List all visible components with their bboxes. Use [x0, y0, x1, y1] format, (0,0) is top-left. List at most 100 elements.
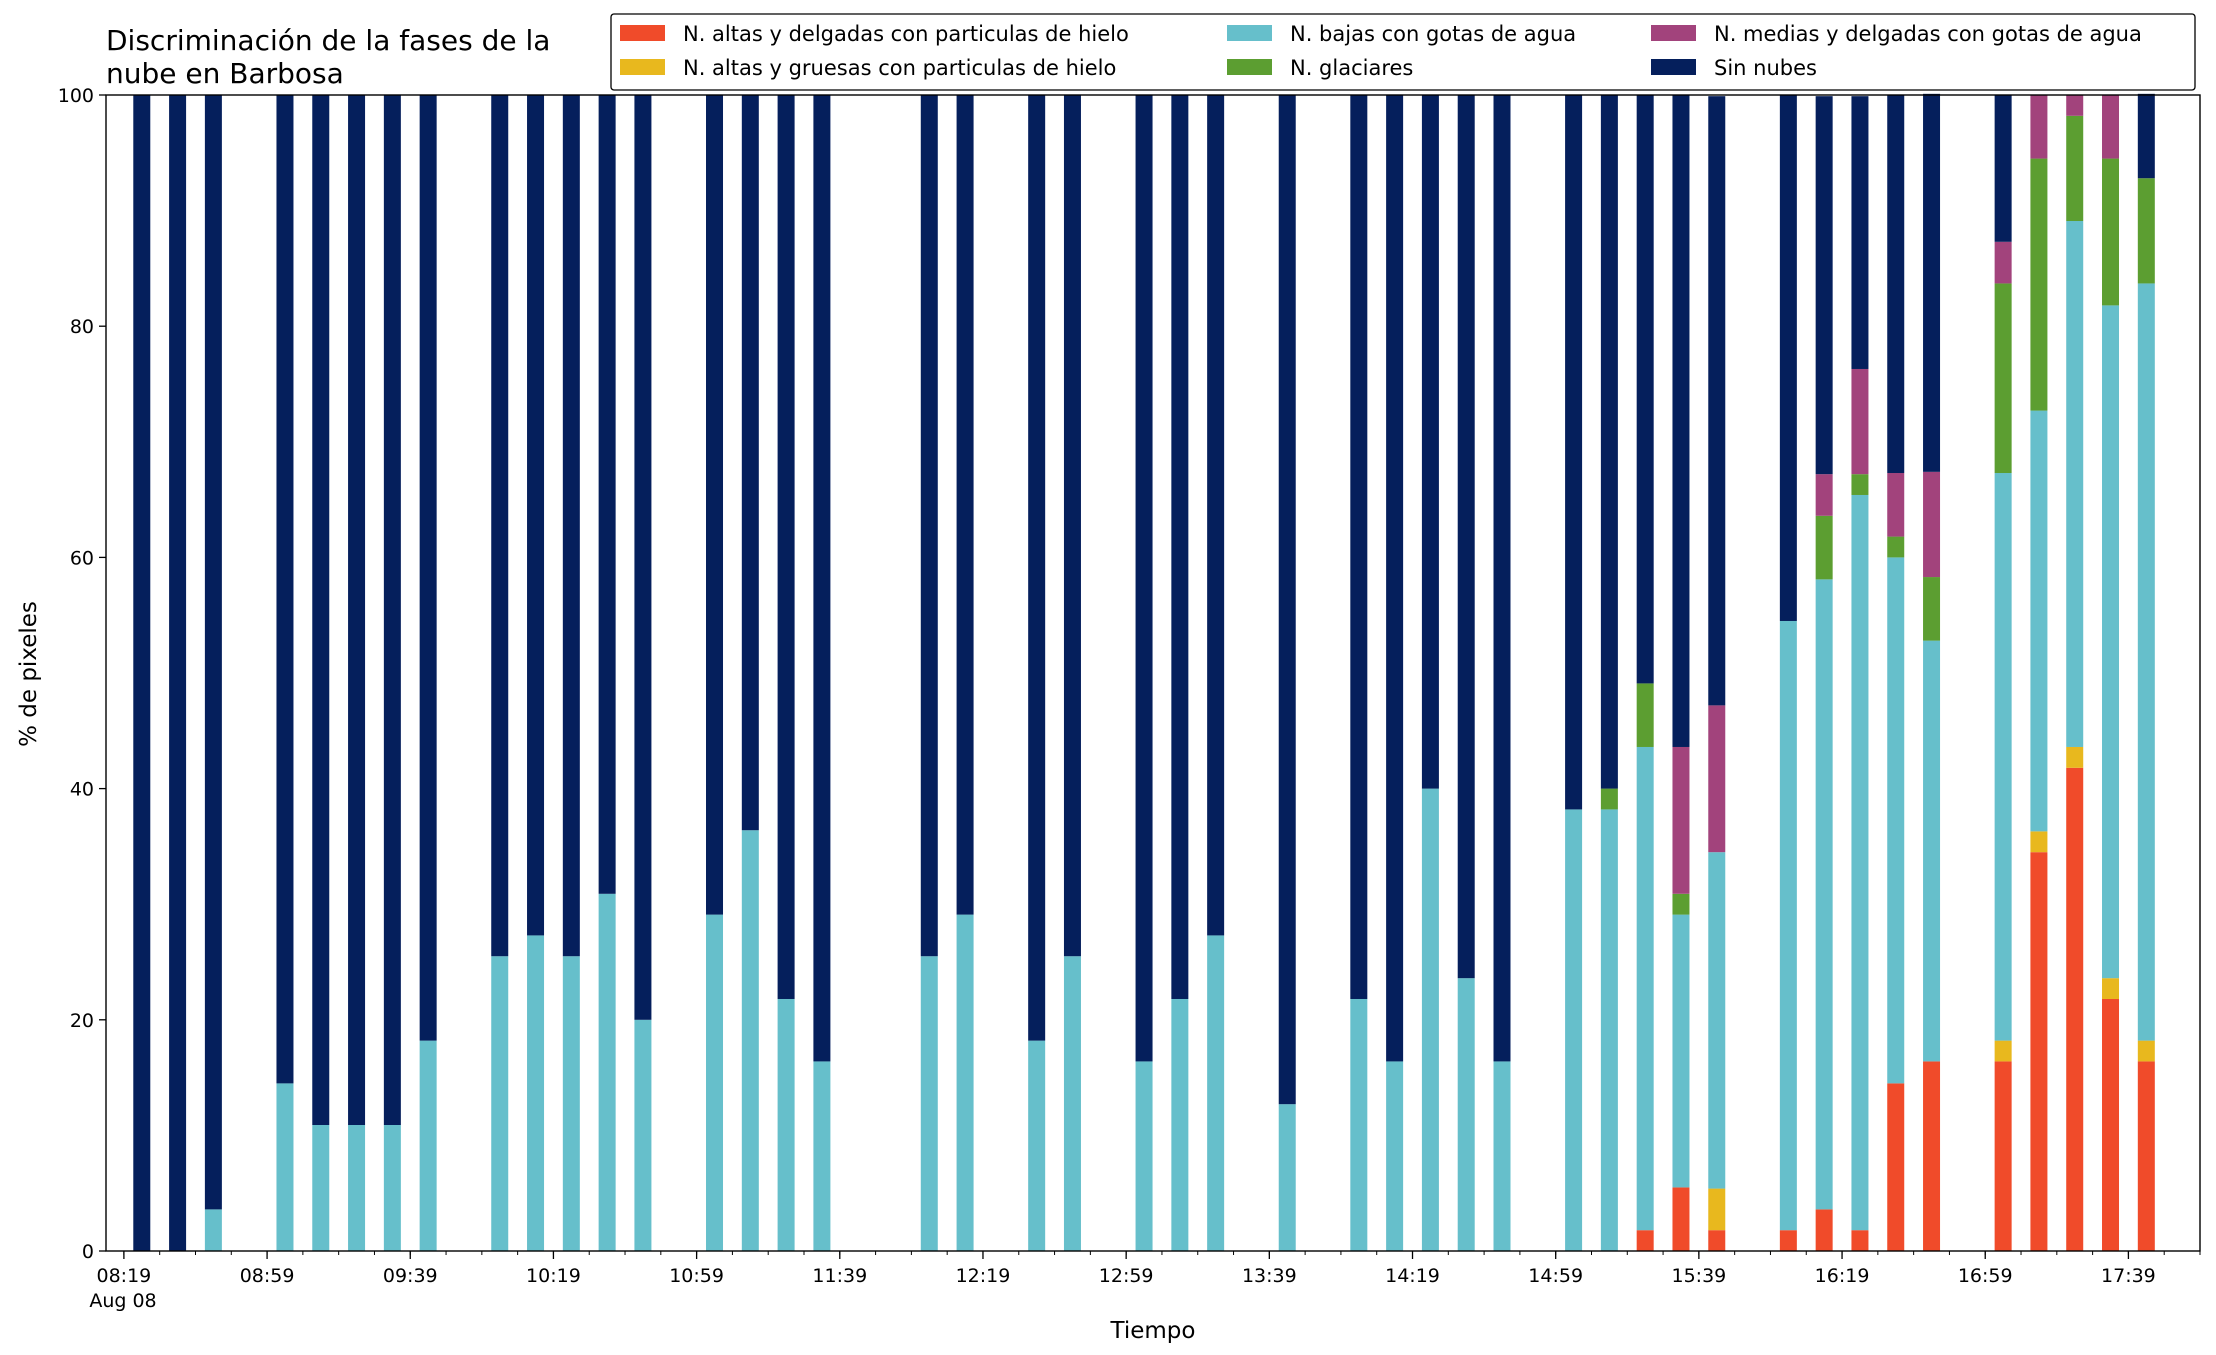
x-tick-label: 14:59: [1528, 1265, 1583, 1287]
bar-segment: [1815, 474, 1833, 516]
chart-title-line-2: nube en Barbosa: [106, 57, 344, 90]
bar-segment: [1815, 579, 1833, 1210]
bar-segment: [1565, 809, 1583, 1251]
bar-segment: [920, 95, 938, 957]
x-tick-label: 13:39: [1242, 1265, 1297, 1287]
bar-segment: [598, 893, 616, 1251]
x-tick-label: 16:59: [1958, 1265, 2013, 1287]
bar-segment: [741, 830, 759, 1251]
bar-segment: [920, 956, 938, 1251]
x-tick-label: 09:39: [383, 1265, 438, 1287]
bar-segment: [2102, 305, 2120, 979]
x-tick-label: 10:59: [669, 1265, 724, 1287]
bar-segment: [2066, 767, 2084, 1251]
x-tick-label: 16:19: [1815, 1265, 1870, 1287]
bar-segment: [419, 95, 437, 1041]
bar-segment: [1887, 473, 1905, 537]
bar-segment: [1923, 640, 1941, 1062]
x-tick-label: 08:19: [97, 1265, 152, 1287]
bar-segment: [1708, 1230, 1726, 1251]
bar-segment: [2030, 95, 2048, 159]
bar-segment: [1779, 95, 1797, 621]
axes-layer: 0 20 40 60 80 100 08:19 08:59 09:39 10:19 10:59 11:…: [58, 85, 2201, 1287]
bar-segment: [1565, 95, 1583, 810]
bar-segment: [1708, 705, 1726, 853]
bar-segment: [1851, 1230, 1869, 1251]
bar-segment: [1815, 1209, 1833, 1251]
bar-segment: [2137, 178, 2155, 284]
bar-segment: [1135, 1061, 1153, 1251]
legend-swatch: [1227, 59, 1272, 75]
x-tick-label: 11:39: [812, 1265, 867, 1287]
bar-segment: [1457, 978, 1475, 1251]
legend-label: N. bajas con gotas de agua: [1290, 22, 1576, 46]
bar-segment: [1493, 95, 1511, 1062]
bar-segment: [598, 95, 616, 894]
bar-segment: [2030, 158, 2048, 411]
bar-segment: [1708, 96, 1726, 706]
bars-layer: [133, 93, 2155, 1251]
bar-segment: [2137, 93, 2155, 179]
bar-segment: [527, 95, 545, 936]
bar-segment: [634, 95, 652, 1020]
plot-frame: [105, 94, 2201, 1252]
x-tick-label: 14:19: [1385, 1265, 1440, 1287]
bar-segment: [1207, 95, 1225, 936]
bar-segment: [1851, 368, 1869, 475]
bar-segment: [1887, 1083, 1905, 1251]
bar-segment: [1421, 95, 1439, 789]
bar-segment: [1994, 1040, 2012, 1062]
bar-segment: [1421, 788, 1439, 1251]
x-tick-label: 12:19: [956, 1265, 1011, 1287]
bar-segment: [1457, 95, 1475, 979]
bar-segment: [1028, 1040, 1046, 1251]
bar-segment: [2102, 998, 2120, 1251]
bar-segment: [1672, 893, 1690, 915]
bar-segment: [1278, 95, 1296, 1105]
bar-segment: [1779, 620, 1797, 1231]
x-tick-label: 15:39: [1671, 1265, 1726, 1287]
bar-segment: [1923, 471, 1941, 578]
bar-segment: [1779, 1230, 1797, 1251]
bar-segment: [276, 95, 294, 1084]
legend-frame: [610, 13, 2196, 91]
bar-segment: [383, 1125, 401, 1251]
bar-segment: [706, 95, 724, 915]
legend-label: N. glaciares: [1290, 56, 1413, 80]
bar-segment: [2102, 158, 2120, 306]
bar-segment: [1851, 96, 1869, 369]
y-tick-label: 0: [82, 1241, 94, 1263]
bar-segment: [1386, 1061, 1404, 1251]
bar-segment: [204, 95, 222, 1210]
bar-segment: [2137, 1040, 2155, 1062]
bar-segment: [1600, 809, 1618, 1251]
bar-segment: [1350, 95, 1368, 999]
bar-segment: [562, 95, 580, 957]
bar-segment: [1171, 95, 1189, 999]
bar-segment: [1600, 788, 1618, 810]
legend-label: N. medias y delgadas con gotas de agua: [1714, 22, 2142, 46]
legend-swatch: [1651, 59, 1696, 75]
legend-swatch: [1227, 25, 1272, 41]
bar-segment: [1815, 96, 1833, 475]
x-axis-title: Tiempo: [1110, 1318, 1196, 1344]
bar-segment: [1923, 577, 1941, 641]
bar-segment: [2030, 410, 2048, 832]
bar-segment: [706, 914, 724, 1251]
bar-segment: [1278, 1104, 1296, 1251]
bar-segment: [1672, 914, 1690, 1188]
bar-segment: [956, 914, 974, 1251]
bar-segment: [312, 95, 330, 1125]
bar-segment: [1851, 494, 1869, 1231]
bar-segment: [491, 95, 509, 957]
bar-segment: [2066, 221, 2084, 747]
bar-segment: [1672, 95, 1690, 747]
x-tick-label: 08:59: [240, 1265, 295, 1287]
bar-segment: [204, 1209, 222, 1251]
bar-segment: [1636, 1230, 1654, 1251]
bar-segment: [1815, 515, 1833, 580]
bar-segment: [1994, 1061, 2012, 1251]
bar-segment: [133, 95, 151, 1251]
bar-segment: [1171, 998, 1189, 1251]
